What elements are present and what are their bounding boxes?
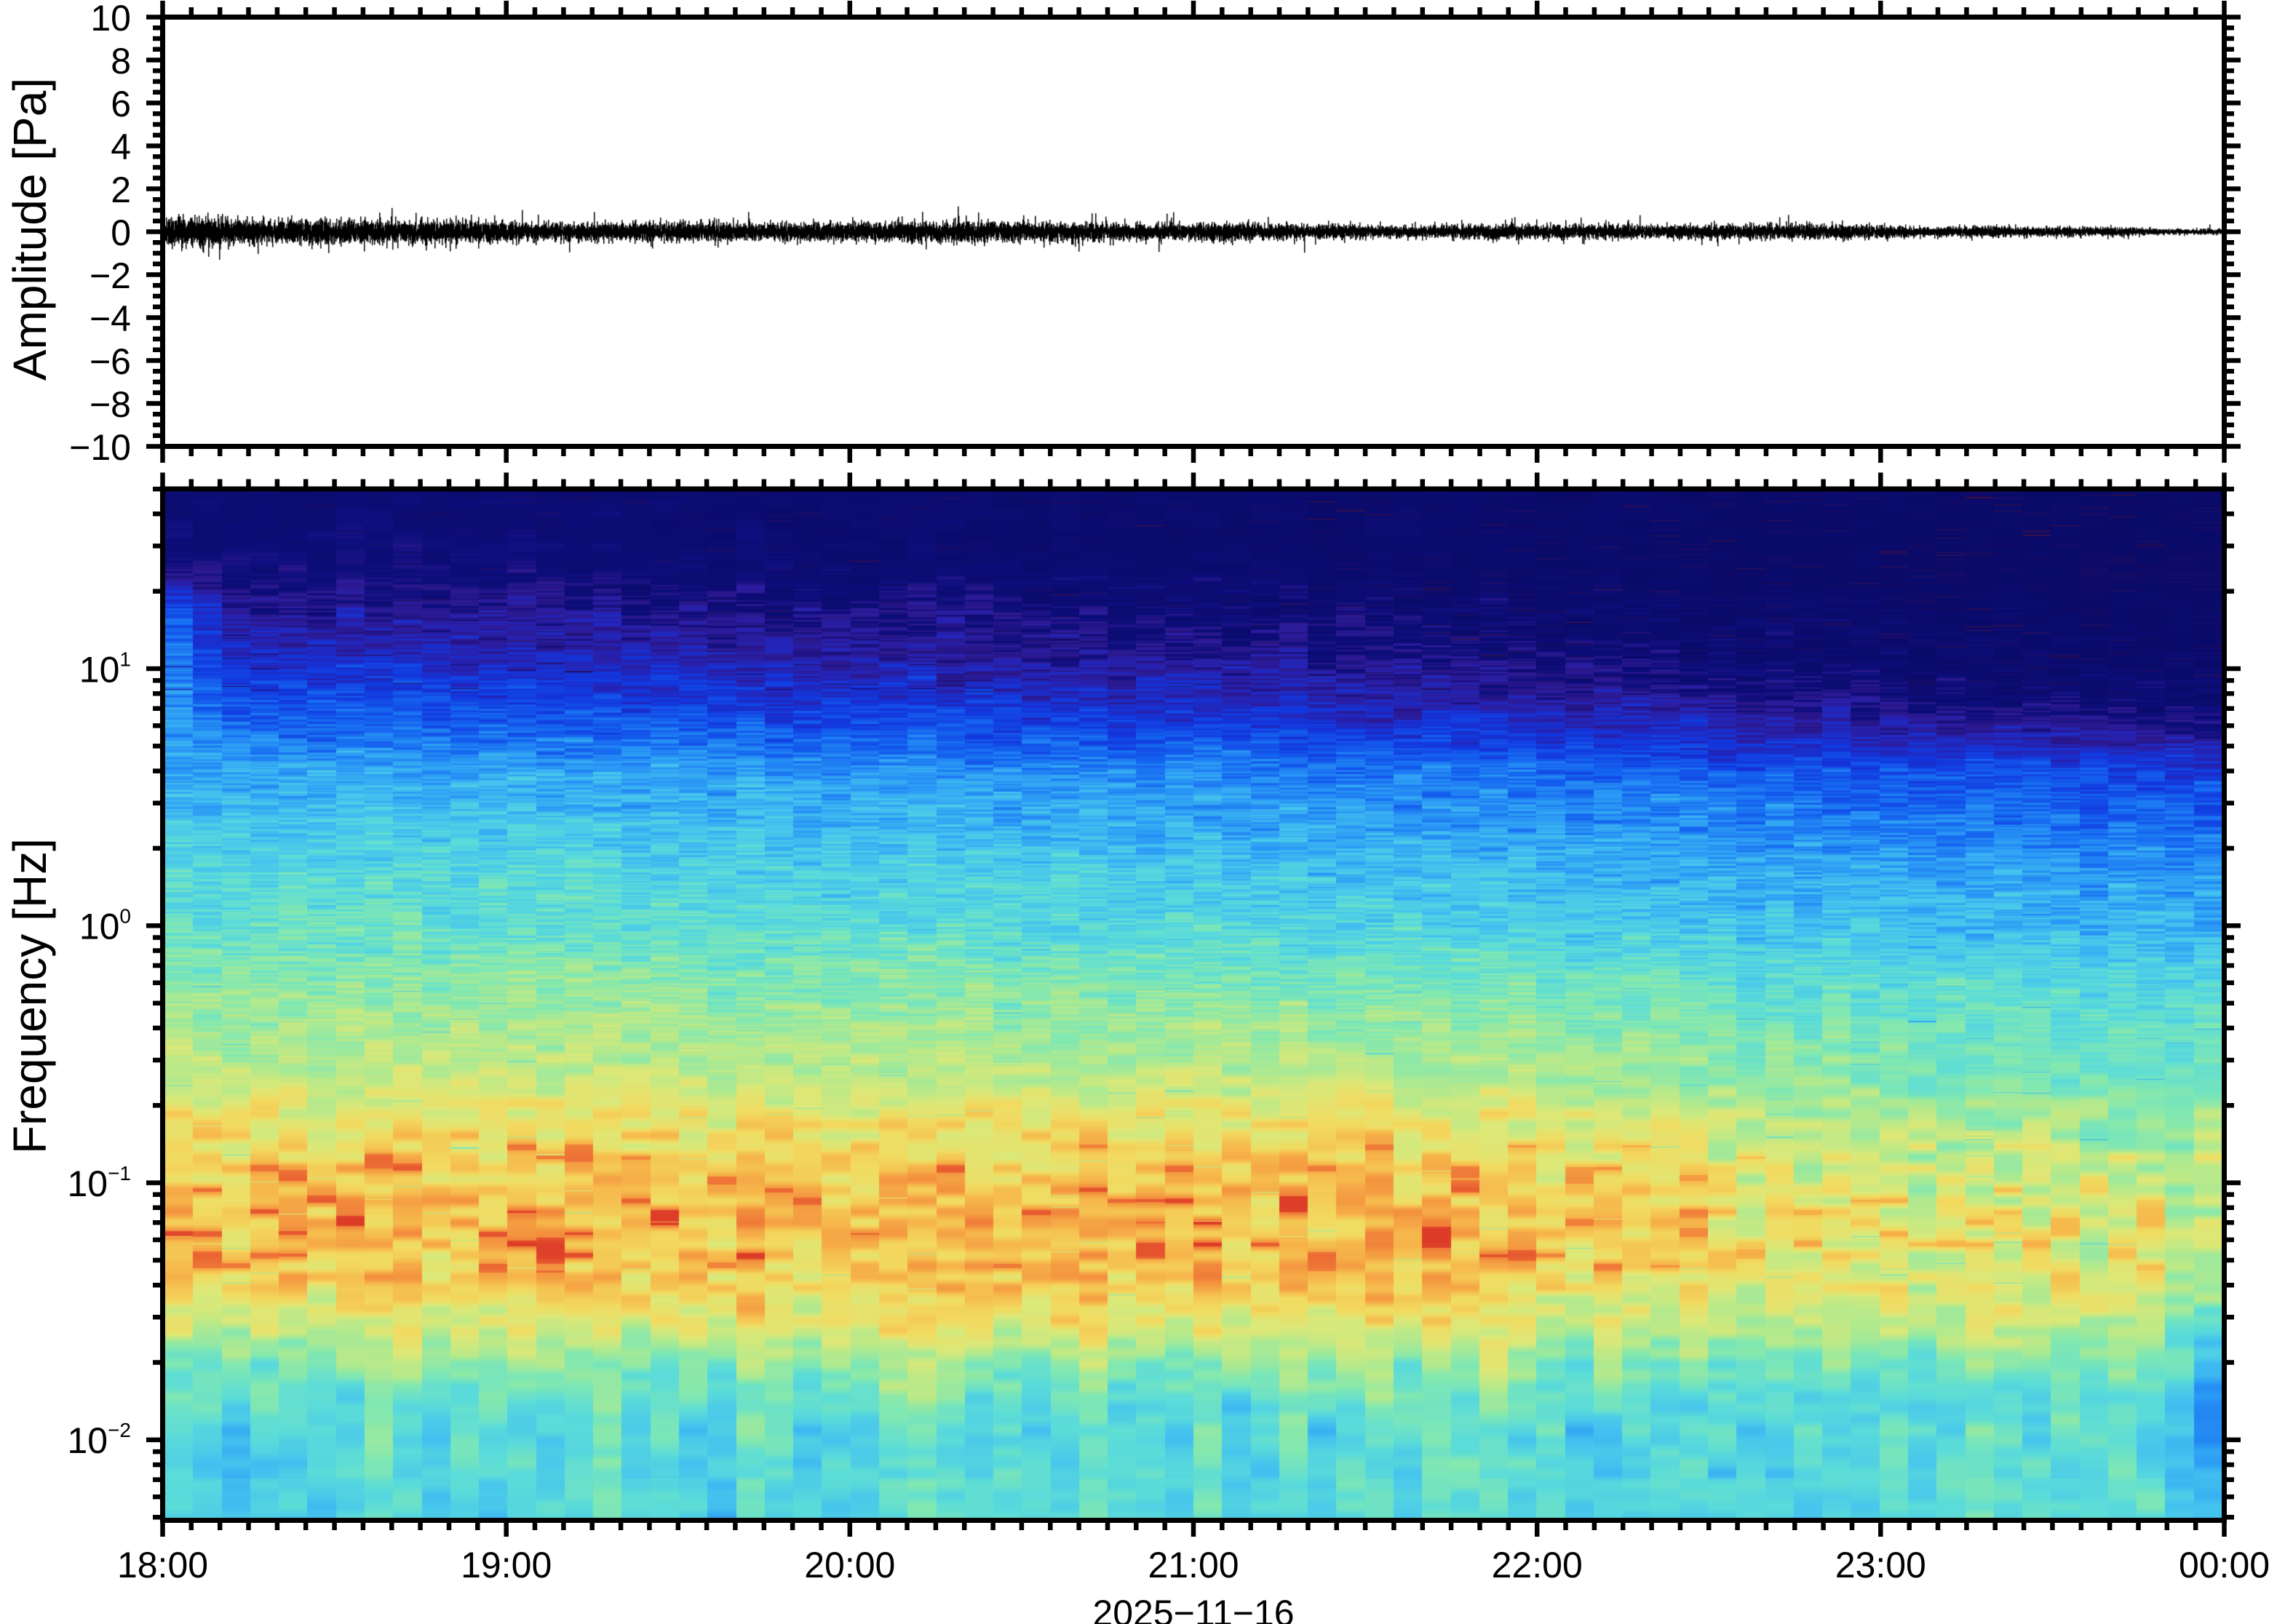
svg-text:20:00: 20:00 [804, 1545, 895, 1585]
svg-text:22:00: 22:00 [1492, 1545, 1583, 1585]
svg-text:23:00: 23:00 [1835, 1545, 1926, 1585]
svg-text:4: 4 [111, 127, 131, 167]
svg-text:00:00: 00:00 [2179, 1545, 2269, 1585]
svg-text:Amplitude [Pa]: Amplitude [Pa] [4, 78, 56, 381]
svg-text:18:00: 18:00 [117, 1545, 208, 1585]
svg-text:6: 6 [111, 84, 131, 124]
svg-text:Frequency [Hz]: Frequency [Hz] [4, 838, 56, 1154]
svg-text:10−2: 10−2 [67, 1419, 131, 1461]
svg-text:10−1: 10−1 [67, 1162, 131, 1204]
svg-text:−6: −6 [90, 341, 131, 382]
svg-text:−10: −10 [69, 427, 131, 468]
svg-text:10: 10 [90, 0, 131, 39]
svg-text:−8: −8 [90, 384, 131, 425]
svg-text:100: 100 [79, 905, 131, 947]
svg-text:101: 101 [79, 648, 131, 690]
svg-text:21:00: 21:00 [1148, 1545, 1239, 1585]
svg-text:8: 8 [111, 41, 131, 81]
svg-text:2: 2 [111, 170, 131, 210]
svg-text:−2: −2 [90, 255, 131, 296]
svg-text:2025−11−16: 2025−11−16 [1092, 1593, 1294, 1624]
svg-text:−4: −4 [90, 298, 131, 339]
svg-text:19:00: 19:00 [461, 1545, 552, 1585]
svg-text:0: 0 [111, 212, 131, 253]
